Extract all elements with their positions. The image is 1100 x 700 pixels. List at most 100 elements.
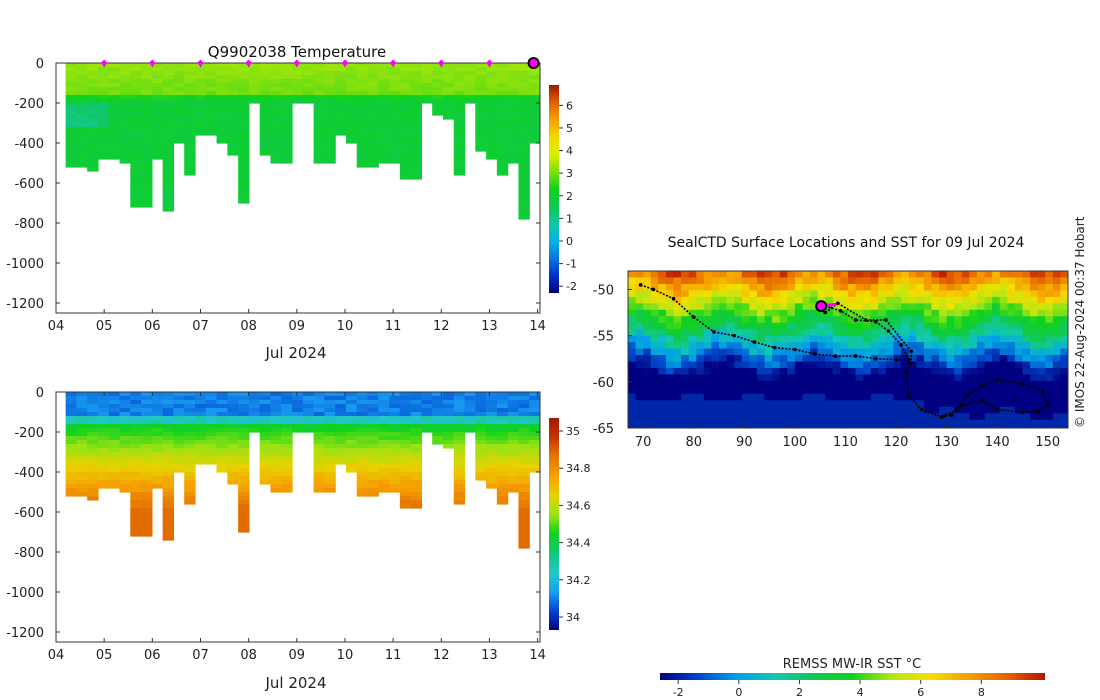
salinity-cell <box>173 456 185 461</box>
salinity-cell <box>518 420 530 425</box>
salinity-cell <box>205 396 218 401</box>
salinity-cell <box>259 432 272 437</box>
sst-cell <box>726 277 735 285</box>
salinity-cell <box>378 424 390 429</box>
salinity-cell <box>518 460 530 465</box>
temperature-cell <box>119 143 131 148</box>
sst-cell <box>764 361 773 369</box>
salinity-cell <box>76 464 88 469</box>
salinity-cell <box>259 464 272 469</box>
salinity-cell <box>496 456 509 461</box>
sst-cell <box>992 342 1001 350</box>
temperature-cell <box>453 63 466 68</box>
sst-cell <box>817 271 826 278</box>
salinity-cell <box>184 392 196 397</box>
sst-cell <box>825 271 834 278</box>
salinity-cell <box>442 436 455 441</box>
salinity-cell <box>345 396 358 401</box>
sst-cell <box>794 413 803 421</box>
salinity-cell <box>87 392 99 397</box>
sst-cell <box>984 335 993 343</box>
temperature-cell <box>162 147 175 152</box>
salinity-cell <box>259 396 272 401</box>
sst-cell <box>696 271 705 278</box>
sst-cell <box>703 335 712 343</box>
sst-cell <box>976 413 986 421</box>
temperature-cell <box>464 87 476 92</box>
sst-cell <box>848 374 857 382</box>
sst-cell <box>969 380 978 388</box>
salinity-cell <box>496 392 509 397</box>
temperature-cell <box>410 87 423 92</box>
salinity-cell <box>367 448 379 453</box>
map-x-tick-label: 130 <box>934 435 959 450</box>
temperature-cell <box>453 131 466 136</box>
sst-cell <box>817 309 826 317</box>
sst-cell <box>946 355 955 362</box>
salinity-cell <box>151 472 164 477</box>
salinity-cell <box>173 420 185 425</box>
salinity-cell <box>399 484 412 489</box>
temperature-cell <box>432 75 444 80</box>
sst-cell <box>628 335 637 343</box>
salinity-cell <box>399 444 412 449</box>
salinity-cell <box>464 412 476 417</box>
salinity-cell <box>108 468 121 473</box>
temperature-cell <box>399 111 412 116</box>
salinity-cell <box>141 436 153 441</box>
temperature-cell <box>259 135 272 140</box>
salinity-cell <box>410 488 423 493</box>
temperature-cell <box>87 99 99 104</box>
sst-cell <box>719 290 728 298</box>
sst-cell <box>741 393 750 401</box>
sst-cell <box>635 309 644 317</box>
salinity-cell <box>518 404 530 409</box>
salinity-cell <box>486 472 498 477</box>
salinity-cell <box>507 440 520 445</box>
sst-cell <box>908 400 917 408</box>
sst-cell <box>1045 322 1054 330</box>
sst-cell <box>726 322 735 330</box>
sst-cell <box>870 380 879 388</box>
sst-cell <box>984 309 993 317</box>
sst-cell <box>643 361 652 369</box>
sst-cell <box>1045 406 1054 414</box>
salinity-cell <box>238 508 250 513</box>
sst-cell <box>1060 374 1068 382</box>
sst-cell <box>628 322 637 330</box>
temperature-cell <box>108 131 121 136</box>
temperature-cell <box>507 147 520 152</box>
sst-cell <box>719 393 728 401</box>
sst-cell <box>840 296 849 304</box>
sst-cell <box>999 329 1008 337</box>
temperature-cell <box>324 139 336 144</box>
sst-cell <box>961 322 970 330</box>
track-segment <box>905 362 912 373</box>
salinity-cell <box>151 468 164 473</box>
temperature-cell <box>302 67 315 72</box>
sst-cell <box>969 342 978 350</box>
sst-cell <box>1022 355 1031 362</box>
temperature-cell <box>76 123 88 128</box>
temperature-cell <box>130 191 142 196</box>
temperature-cell <box>378 79 390 84</box>
temperature-cell <box>345 115 358 120</box>
temperature-cell <box>507 139 520 144</box>
temperature-cell <box>367 147 379 152</box>
temperature-cell <box>259 83 272 88</box>
sst-cell <box>734 283 743 291</box>
temperature-cell <box>141 195 153 200</box>
sst-cell <box>832 355 841 362</box>
sst-cell <box>878 413 887 421</box>
sst-cell <box>939 367 948 375</box>
sst-cell <box>810 296 819 304</box>
sst-cell <box>984 290 993 298</box>
sst-cell <box>1030 419 1039 427</box>
sst-cell <box>658 380 667 388</box>
temperature-cell <box>410 67 423 72</box>
temperature-cell <box>141 163 153 168</box>
temperature-cell <box>108 127 121 132</box>
temperature-cell <box>410 75 423 80</box>
sst-cell <box>885 277 895 285</box>
sst-cell <box>1052 367 1061 375</box>
